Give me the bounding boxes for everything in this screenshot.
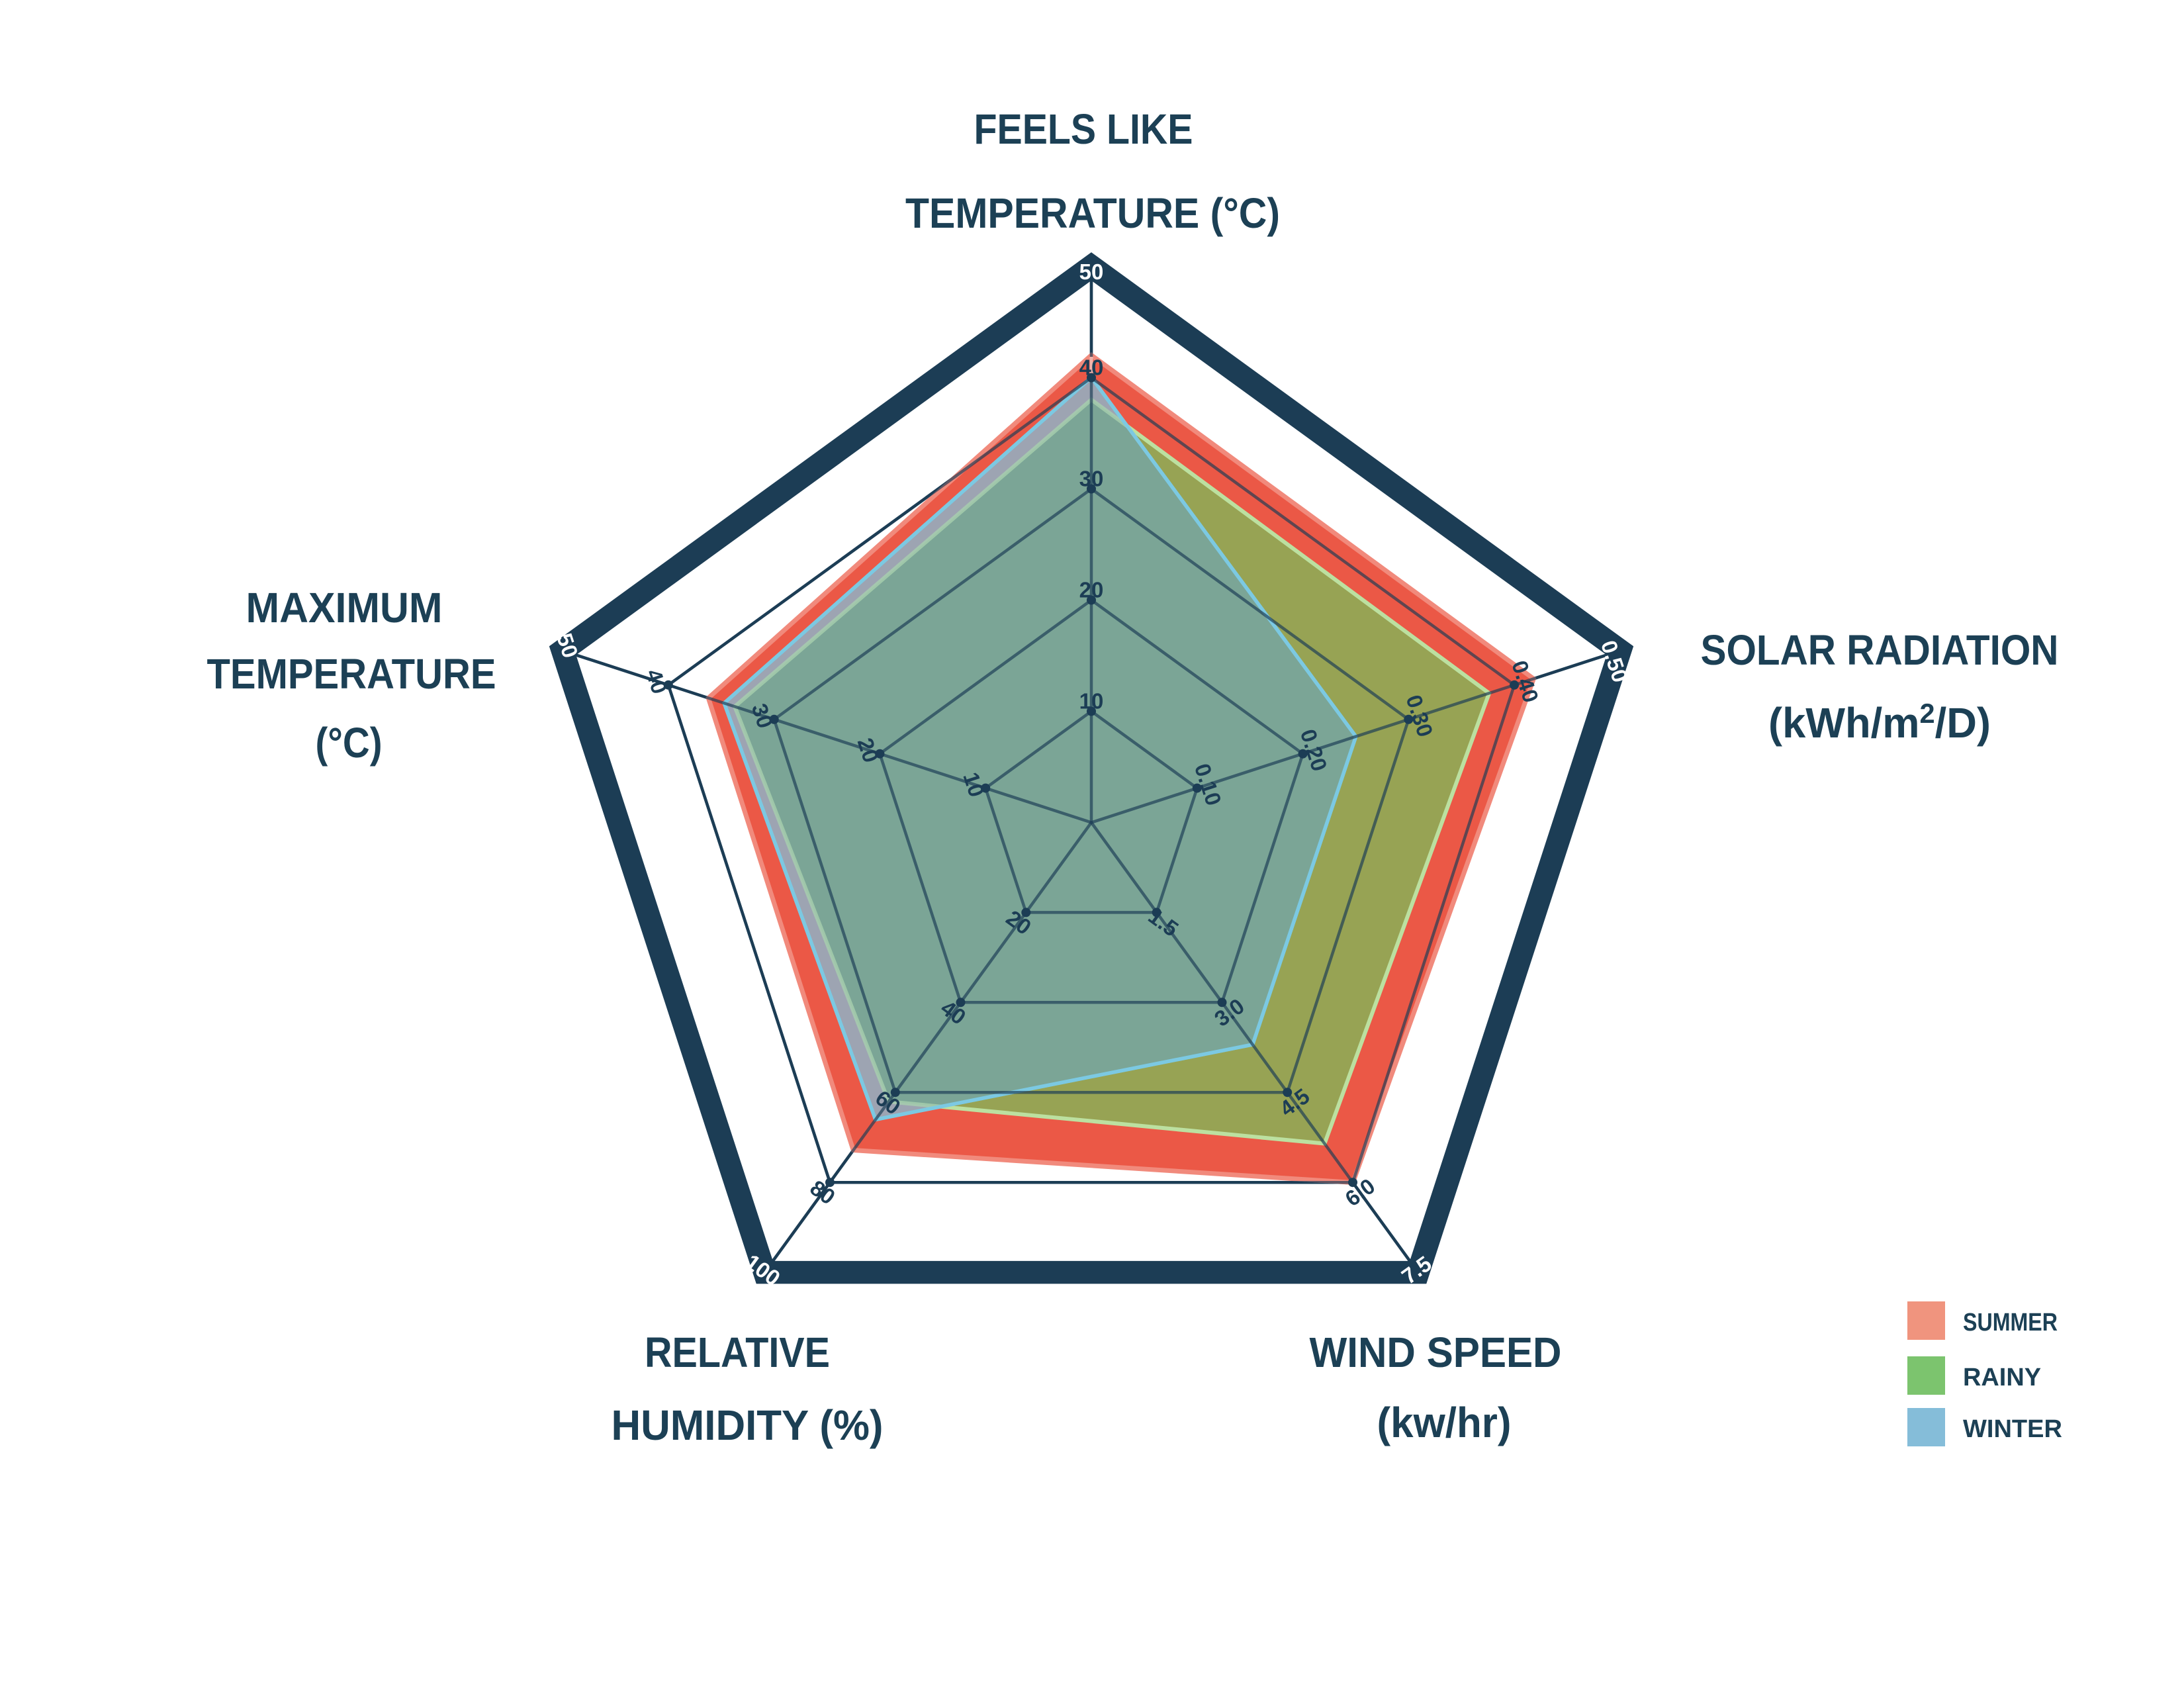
- svg-text:SOLAR RADIATION: SOLAR RADIATION: [1701, 626, 2059, 674]
- svg-text:MAXIMUM: MAXIMUM: [246, 584, 443, 632]
- svg-text:20: 20: [1079, 578, 1104, 602]
- svg-text:RAINY: RAINY: [1963, 1364, 2041, 1391]
- svg-text:(°C): (°C): [316, 719, 383, 767]
- svg-text:WINTER: WINTER: [1963, 1415, 2062, 1443]
- svg-text:(kw/hr): (kw/hr): [1377, 1399, 1512, 1446]
- svg-text:TEMPERATURE (°C): TEMPERATURE (°C): [905, 189, 1280, 237]
- svg-text:(kWh/m2/D): (kWh/m2/D): [1768, 698, 1991, 747]
- svg-text:WIND SPEED: WIND SPEED: [1310, 1329, 1562, 1376]
- svg-text:10: 10: [1079, 689, 1104, 714]
- svg-text:TEMPERATURE: TEMPERATURE: [207, 650, 496, 698]
- svg-text:30: 30: [1079, 467, 1104, 491]
- svg-text:RELATIVE: RELATIVE: [645, 1329, 830, 1376]
- svg-text:40: 40: [1079, 355, 1104, 380]
- svg-text:HUMIDITY (%): HUMIDITY (%): [612, 1401, 884, 1449]
- svg-text:FEELS LIKE: FEELS LIKE: [974, 105, 1193, 153]
- svg-text:50: 50: [1079, 259, 1104, 284]
- svg-text:SUMMER: SUMMER: [1963, 1309, 2058, 1336]
